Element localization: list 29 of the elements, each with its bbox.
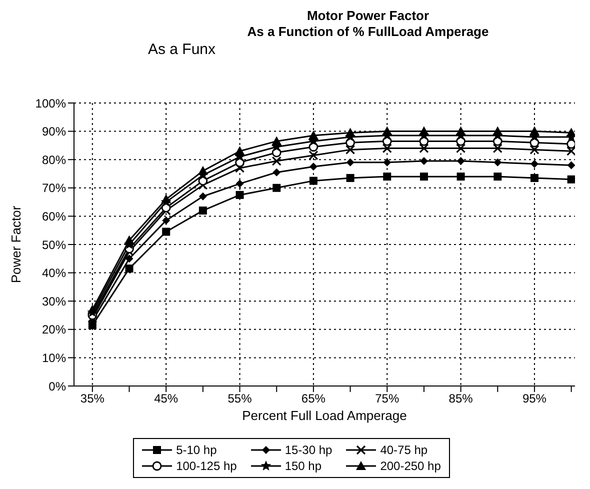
y-tick-label: 40% bbox=[42, 266, 66, 280]
x-axis-title: Percent Full Load Amperage bbox=[242, 408, 407, 423]
y-tick-label: 0% bbox=[48, 379, 66, 394]
legend-label: 100-125 hp bbox=[176, 459, 237, 473]
chart-subtitle: As a Function of % FullLoad Amperage bbox=[246, 24, 490, 40]
chart-title: Motor Power Factor bbox=[306, 8, 430, 24]
legend-label: 15-30 hp bbox=[284, 443, 332, 457]
x-tick-label: 65% bbox=[301, 392, 326, 406]
y-tick-label: 100% bbox=[35, 96, 66, 110]
x-tick-label: 75% bbox=[375, 392, 400, 406]
y-tick-label: 80% bbox=[42, 152, 66, 167]
y-tick-label: 60% bbox=[42, 209, 66, 224]
legend-label: 5-10 hp bbox=[176, 443, 217, 457]
y-tick-label: 30% bbox=[42, 294, 66, 308]
y-tick-label: 10% bbox=[42, 350, 66, 365]
legend-label: 200-250 hp bbox=[380, 459, 441, 473]
y-tick-label: 90% bbox=[42, 124, 66, 139]
x-tick-label: 95% bbox=[522, 392, 547, 406]
legend-label: 40-75 hp bbox=[380, 443, 428, 457]
x-tick-label: 85% bbox=[448, 392, 474, 406]
y-axis-title: Power Factor bbox=[8, 205, 24, 284]
x-tick-label: 55% bbox=[228, 392, 252, 406]
y-tick-label: 70% bbox=[42, 181, 66, 196]
text: As a Funx bbox=[148, 41, 216, 58]
legend-label: 150 hp bbox=[284, 459, 322, 473]
x-tick-label: 35% bbox=[80, 392, 105, 406]
y-tick-label: 20% bbox=[42, 322, 66, 337]
x-tick-label: 45% bbox=[154, 392, 178, 406]
y-tick-label: 50% bbox=[42, 238, 66, 252]
